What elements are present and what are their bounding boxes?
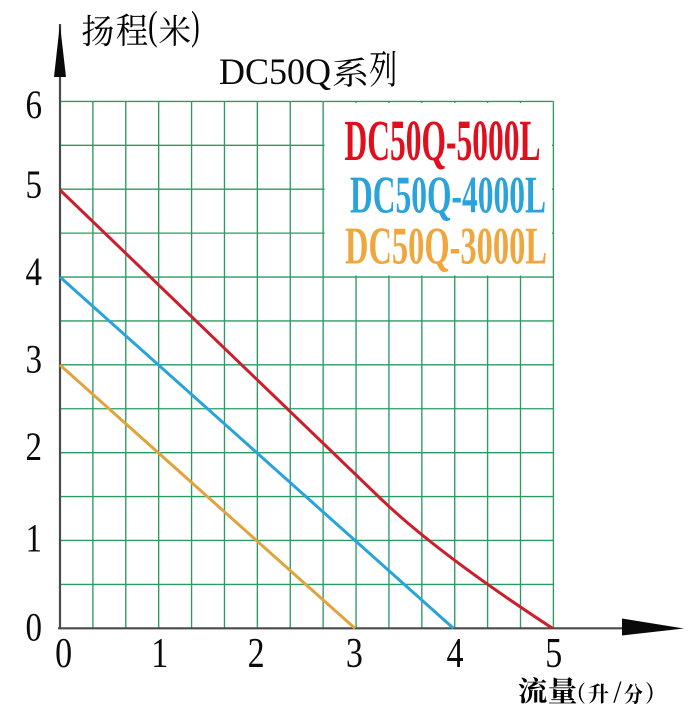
svg-text:4: 4 <box>26 249 43 294</box>
svg-text:1: 1 <box>26 516 43 561</box>
svg-text:0: 0 <box>55 631 72 677</box>
svg-text:5: 5 <box>545 631 562 677</box>
svg-text:DC50Q-3000L: DC50Q-3000L <box>345 218 547 276</box>
svg-text:2: 2 <box>26 424 43 469</box>
svg-text:0: 0 <box>26 605 43 650</box>
svg-text:1: 1 <box>151 631 168 677</box>
svg-text:DC50Q: DC50Q <box>219 52 331 93</box>
svg-text:2: 2 <box>248 631 265 677</box>
svg-text:4: 4 <box>447 631 464 677</box>
svg-text:3: 3 <box>26 337 43 382</box>
svg-text:DC50Q-4000L: DC50Q-4000L <box>350 167 546 225</box>
svg-text:3: 3 <box>346 631 363 677</box>
svg-text:5: 5 <box>26 162 43 207</box>
svg-text:DC50Q-5000L: DC50Q-5000L <box>345 108 541 173</box>
svg-text:6: 6 <box>26 82 43 127</box>
